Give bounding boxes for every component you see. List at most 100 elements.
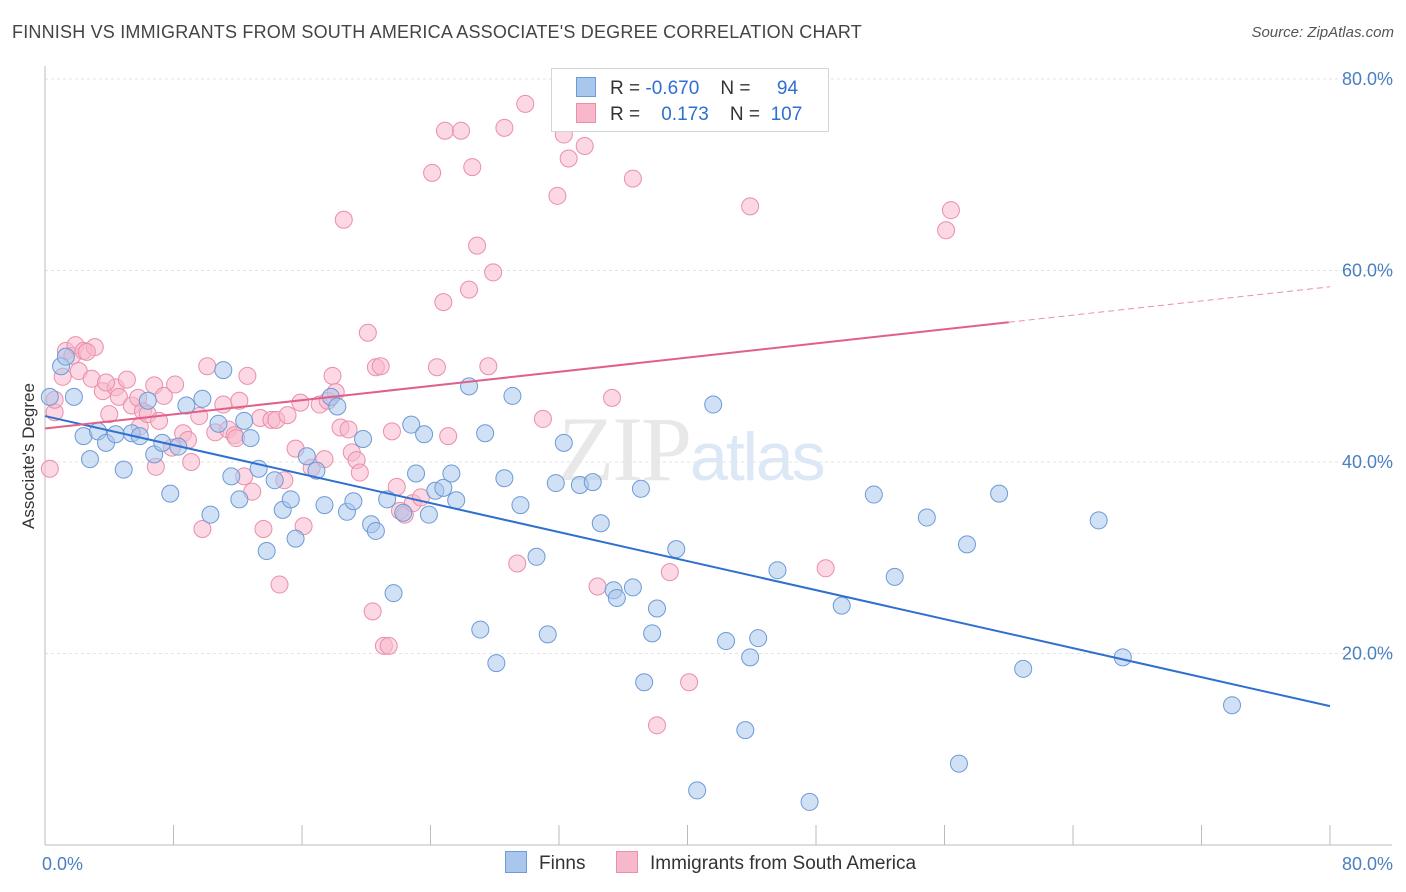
finns-point: [957, 535, 976, 554]
sa-point: [166, 375, 185, 394]
finns-point: [394, 503, 413, 522]
finns-point: [511, 496, 530, 515]
finns-point: [736, 721, 755, 740]
correlation-legend: R = -0.670 N = 94 R = 0.173 N = 107: [551, 68, 829, 132]
sa-point: [193, 520, 212, 539]
finns-swatch: [505, 851, 527, 873]
sa-point: [559, 149, 578, 168]
sa-point: [323, 366, 342, 385]
finns-point: [402, 415, 421, 434]
sa-trend-extension: [1008, 286, 1331, 323]
sa-point: [238, 366, 257, 385]
sa-point: [334, 210, 353, 229]
y-tick-label: 20.0%: [1342, 644, 1393, 664]
sa-point: [941, 201, 960, 220]
sa-point: [660, 563, 679, 582]
finns-point: [56, 347, 75, 366]
finns-point: [193, 389, 212, 408]
finns-point: [704, 395, 723, 414]
finns-point: [230, 490, 249, 509]
finns-swatch: [576, 77, 596, 97]
sa-point: [182, 453, 201, 471]
finns-point: [631, 479, 650, 498]
finns-point: [201, 505, 220, 524]
legend-row-sa: R = 0.173 N = 107: [576, 103, 802, 127]
finns-point: [1223, 696, 1242, 715]
finns-point: [209, 414, 228, 433]
sa-point: [508, 554, 527, 573]
legend-r-label: R =: [610, 78, 641, 99]
finns-point: [688, 781, 707, 800]
sa-point: [382, 422, 401, 441]
finns-point: [344, 492, 363, 511]
finns-point: [583, 473, 602, 492]
finns-point: [647, 599, 666, 618]
finns-point: [800, 792, 819, 811]
finns-point: [476, 424, 495, 443]
chart-title: FINNISH VS IMMIGRANTS FROM SOUTH AMERICA…: [12, 22, 862, 42]
sa-point: [198, 357, 217, 376]
finns-point: [623, 578, 642, 597]
sa-point: [647, 716, 666, 735]
finns-point: [990, 484, 1009, 503]
finns-point: [768, 561, 787, 580]
sa-point: [109, 387, 128, 406]
finns-point: [635, 673, 654, 692]
sa-point: [214, 395, 233, 414]
sa-point: [937, 221, 956, 240]
sa-point: [278, 406, 297, 425]
finns-point: [265, 471, 284, 490]
finns-point: [864, 485, 883, 504]
finns-point: [64, 387, 83, 406]
finns-point: [643, 624, 662, 643]
finns-point: [177, 396, 196, 415]
legend-n-label: N =: [729, 104, 761, 125]
sa-point: [479, 357, 498, 376]
finns-point: [917, 508, 936, 527]
sa-point: [603, 388, 622, 407]
sa-point: [495, 118, 514, 137]
sa-point: [816, 559, 835, 578]
legend-row-finns: R = -0.670 N = 94: [576, 77, 798, 101]
y-tick-label: 60.0%: [1342, 261, 1393, 281]
finns-point: [554, 433, 573, 452]
sa-point: [452, 121, 471, 140]
legend-r-value: 0.173: [661, 104, 709, 125]
finns-point: [1014, 659, 1033, 678]
sa-point: [40, 459, 59, 478]
sa-point: [439, 427, 458, 446]
sa-point: [484, 263, 503, 282]
sa-point: [460, 280, 479, 299]
finns-point: [114, 460, 133, 479]
finns-point: [80, 450, 99, 469]
finns-point: [832, 596, 851, 615]
sa-point: [100, 405, 119, 424]
finns-point: [717, 632, 736, 651]
sa-point: [254, 520, 273, 539]
sa-trend-line: [44, 321, 1009, 430]
legend-label-finns: Finns: [539, 853, 586, 874]
finns-point: [434, 478, 453, 497]
y-axis-title: Associate's Degree: [19, 383, 38, 529]
sa-points: [40, 94, 960, 735]
legend-item-sa: Immigrants from South America: [616, 851, 916, 875]
finns-point: [749, 629, 768, 648]
axes: [44, 66, 1392, 846]
sa-point: [117, 370, 136, 389]
sa-point: [97, 373, 116, 392]
finns-point: [741, 648, 760, 667]
tick-labels: 20.0% 40.0% 60.0% 80.0% 0.0% 80.0% Associate's…: [19, 69, 1393, 874]
finns-points: [40, 347, 1242, 811]
x-tick-label: 0.0%: [42, 854, 83, 874]
sa-point: [435, 121, 454, 140]
sa-point: [533, 409, 552, 428]
sa-point: [423, 163, 442, 182]
finns-point: [527, 547, 546, 566]
finns-trend-line: [44, 415, 1331, 708]
legend-n-label: N =: [720, 78, 751, 99]
finns-point: [297, 447, 316, 466]
sa-point: [516, 94, 535, 113]
sa-point: [270, 575, 289, 594]
sa-swatch: [616, 851, 638, 873]
